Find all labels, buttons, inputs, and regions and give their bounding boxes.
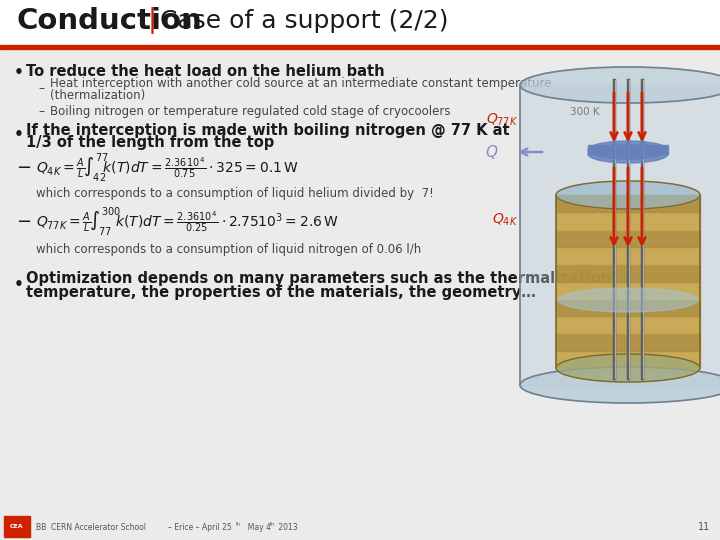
Bar xyxy=(520,85,720,385)
Text: $Q$: $Q$ xyxy=(485,143,498,161)
Bar xyxy=(556,230,700,247)
Text: th: th xyxy=(236,522,241,526)
Text: •: • xyxy=(14,64,24,79)
Text: $Q_{77K}$: $Q_{77K}$ xyxy=(486,112,518,128)
Text: which corresponds to a consumption of liquid nitrogen of 0.06 l/h: which corresponds to a consumption of li… xyxy=(36,244,421,256)
Text: Heat interception with another cold source at an intermediate constant temperatu: Heat interception with another cold sour… xyxy=(50,78,552,91)
Bar xyxy=(0,45,720,49)
Text: which corresponds to a consumption of liquid helium divided by  7!: which corresponds to a consumption of li… xyxy=(36,187,433,200)
Ellipse shape xyxy=(588,145,668,163)
Text: May 4: May 4 xyxy=(243,523,271,531)
Bar xyxy=(556,316,700,333)
Bar xyxy=(556,281,700,299)
Bar xyxy=(4,516,30,537)
Text: $Q_{4K}$: $Q_{4K}$ xyxy=(492,212,518,228)
Text: |: | xyxy=(148,8,157,35)
Ellipse shape xyxy=(520,367,720,403)
Text: 300 K: 300 K xyxy=(570,107,600,117)
Text: temperature, the properties of the materials, the geometry…: temperature, the properties of the mater… xyxy=(26,285,536,300)
Text: −: − xyxy=(16,159,31,177)
Text: 2013: 2013 xyxy=(276,523,297,531)
Text: Conduction: Conduction xyxy=(16,7,202,35)
Bar xyxy=(0,0,720,45)
Text: CEA: CEA xyxy=(10,524,24,529)
Text: 1/3 of the length from the top: 1/3 of the length from the top xyxy=(26,136,274,151)
Ellipse shape xyxy=(520,67,720,103)
Bar xyxy=(556,247,700,264)
Text: To reduce the heat load on the helium bath: To reduce the heat load on the helium ba… xyxy=(26,64,384,79)
Bar xyxy=(0,49,720,512)
Ellipse shape xyxy=(556,181,700,209)
Bar xyxy=(556,333,700,350)
Bar xyxy=(556,350,700,368)
Bar xyxy=(556,212,700,230)
Ellipse shape xyxy=(556,354,700,382)
Text: −: − xyxy=(16,213,31,231)
Text: –: – xyxy=(38,83,44,96)
Text: BB  CERN Accelerator School: BB CERN Accelerator School xyxy=(36,523,146,531)
Text: –: – xyxy=(38,105,44,118)
Bar xyxy=(556,299,700,316)
Text: 11: 11 xyxy=(698,522,710,532)
Text: (thermalization): (thermalization) xyxy=(50,90,145,103)
Bar xyxy=(588,145,668,154)
Bar xyxy=(556,195,700,212)
Ellipse shape xyxy=(558,288,698,312)
Text: $Q_{77K} = \frac{A}{L}\!\int_{77}^{300}\!\! k(T)dT = \frac{2.3610^{\,4}}{0.25} \: $Q_{77K} = \frac{A}{L}\!\int_{77}^{300}\… xyxy=(36,206,339,239)
Bar xyxy=(556,264,700,281)
Text: Boiling nitrogen or temperature regulated cold stage of cryocoolers: Boiling nitrogen or temperature regulate… xyxy=(50,105,451,118)
Text: •: • xyxy=(14,278,24,293)
Ellipse shape xyxy=(588,141,668,159)
Text: If the interception is made with boiling nitrogen @ 77 K at: If the interception is made with boiling… xyxy=(26,123,510,138)
Text: •: • xyxy=(14,127,24,143)
Text: th: th xyxy=(270,522,275,526)
Bar xyxy=(0,512,720,540)
Text: $Q_{4K} = \frac{A}{L}\!\int_{42}^{77}\!\! k(T)dT = \frac{2.3610^{\,4}}{0.75} \cd: $Q_{4K} = \frac{A}{L}\!\int_{42}^{77}\!\… xyxy=(36,152,299,185)
Text: Optimization depends on many parameters such as the thermalization: Optimization depends on many parameters … xyxy=(26,272,611,287)
Text: – Erice – April 25: – Erice – April 25 xyxy=(168,523,232,531)
Text: Case of a support (2/2): Case of a support (2/2) xyxy=(160,9,449,33)
